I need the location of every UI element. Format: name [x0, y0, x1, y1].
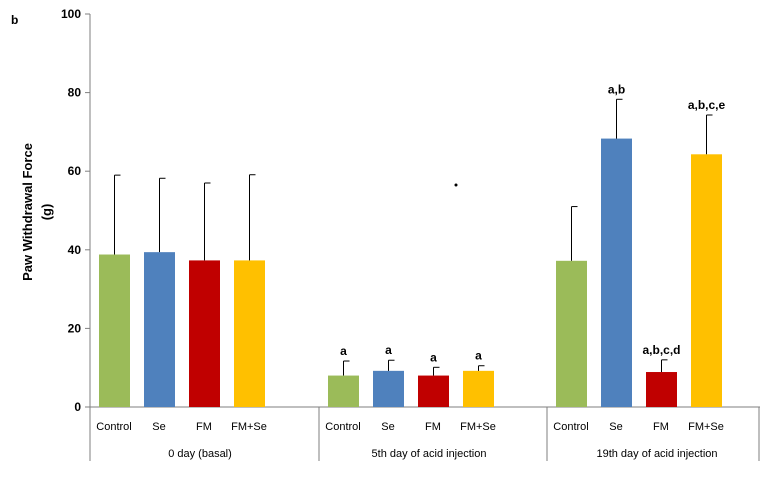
bar: [463, 370, 494, 407]
x-category-label: Se: [609, 421, 622, 433]
x-group-label: 5th day of acid injection: [372, 448, 487, 460]
plot-area: 0 20 40 60 80 100 Control Se FM FM+Se 0 day (basal…: [61, 7, 760, 461]
x-category-label: FM: [425, 421, 441, 433]
y-axis-label-line1: Paw Withdrawal Force: [20, 143, 35, 281]
x-category-label: Se: [381, 421, 394, 433]
x-group-label: 0 day (basal): [168, 448, 232, 460]
significance-label: a: [385, 343, 392, 357]
bar: [418, 375, 449, 407]
significance-label: a,b,c,e: [688, 98, 726, 112]
y-tick-label: 100: [61, 7, 81, 21]
y-tick-label: 40: [68, 243, 82, 257]
y-tick-label: 20: [68, 321, 82, 335]
stray-dot: [454, 183, 458, 187]
significance-label: a,b,c,d: [642, 343, 680, 357]
x-group-label: 19th day of acid injection: [596, 448, 717, 460]
significance-label: a,b: [608, 82, 625, 96]
bar: [646, 372, 677, 407]
significance-label: a: [340, 344, 347, 358]
bar: [144, 252, 175, 407]
y-tick-label: 60: [68, 164, 82, 178]
x-category-label: Control: [325, 421, 360, 433]
x-category-label: FM: [653, 421, 669, 433]
bar: [99, 254, 130, 407]
bar: [373, 370, 404, 407]
significance-label: a: [475, 349, 482, 363]
x-category-label: Control: [553, 421, 588, 433]
x-category-label: Se: [152, 421, 165, 433]
x-category-label: FM+Se: [688, 421, 724, 433]
x-category-label: FM: [196, 421, 212, 433]
significance-label: a: [430, 350, 437, 364]
bar: [556, 260, 587, 407]
bar: [601, 138, 632, 407]
x-category-label: Control: [96, 421, 131, 433]
y-tick-label: 80: [68, 86, 82, 100]
bar: [328, 375, 359, 407]
x-category-label: FM+Se: [460, 421, 496, 433]
bar: [234, 260, 265, 407]
y-tick-label: 0: [74, 400, 81, 414]
x-category-label: FM+Se: [231, 421, 267, 433]
bar: [189, 260, 220, 407]
bar: [691, 154, 722, 407]
panel-label: b: [11, 13, 18, 27]
y-axis-label: Paw Withdrawal Force (g): [20, 143, 54, 281]
y-axis-label-line2: (g): [39, 204, 54, 221]
